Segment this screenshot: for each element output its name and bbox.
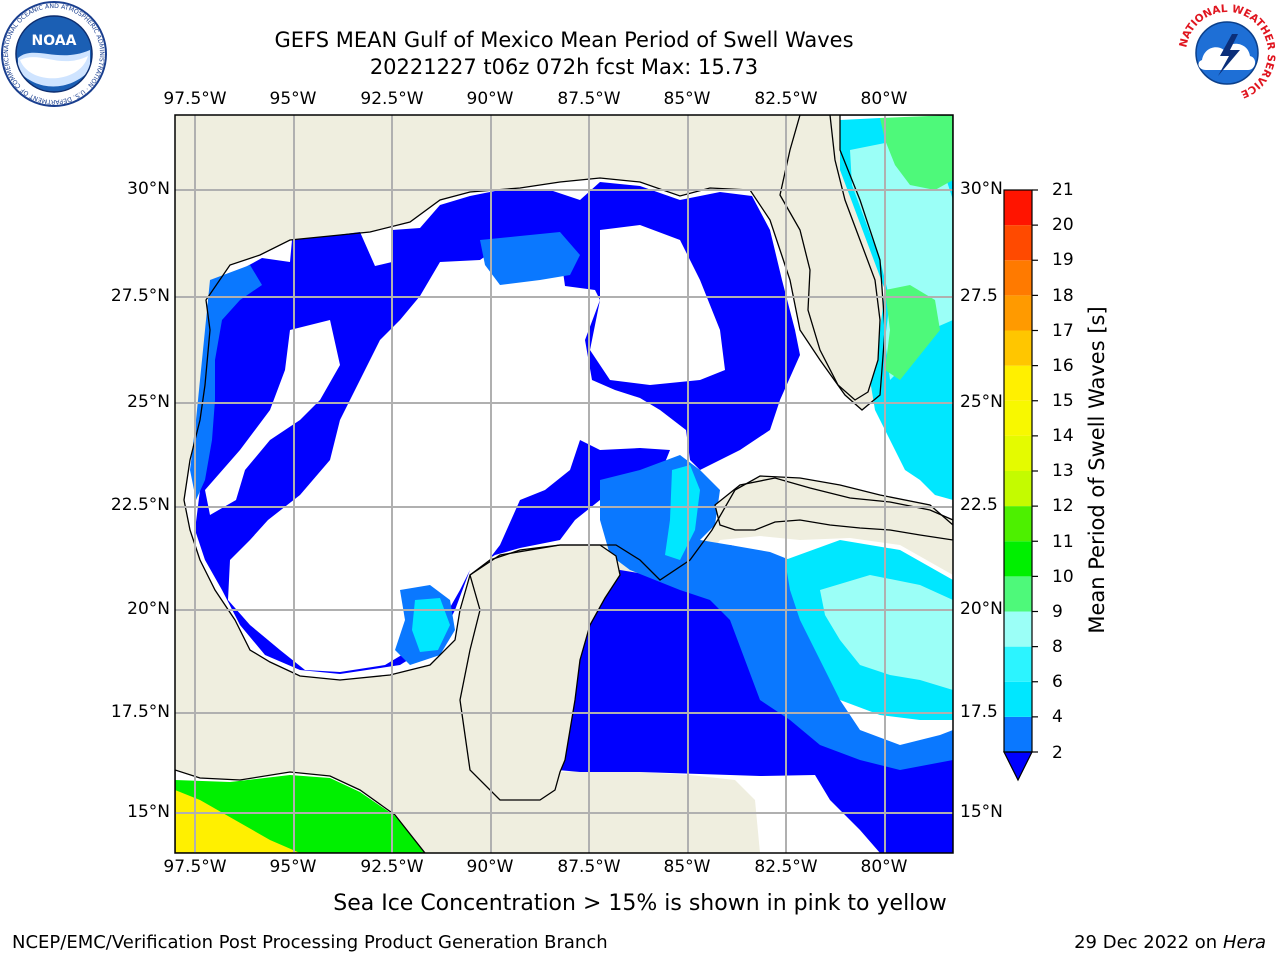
nws-logo: NATIONAL WEATHER SERVICE (1176, 2, 1278, 104)
footer-credit: NCEP/EMC/Verification Post Processing Pr… (12, 932, 608, 953)
colorbar-band (1004, 260, 1032, 296)
map-frame (174, 114, 954, 854)
colorbar-tick-label: 10 (1052, 567, 1074, 587)
colorbar-tick-label: 6 (1052, 672, 1063, 692)
colorbar-tick-label: 8 (1052, 637, 1063, 657)
lat-tick-label: 30°N (127, 179, 170, 199)
swell-green-atlantic-north (880, 115, 953, 190)
noaa-logo-text: NOAA (32, 33, 77, 49)
colorbar-band (1004, 611, 1032, 647)
colorbar-band (1004, 295, 1032, 331)
noaa-logo: NATIONAL OCEANIC AND ATMOSPHERIC ADMINIS… (1, 1, 107, 107)
colorbar-band (1004, 225, 1032, 261)
colorbar-tick-label: 20 (1052, 215, 1074, 235)
swell-green-atlantic-mid (885, 285, 940, 380)
lon-tick-label: 82.5°W (754, 89, 818, 109)
colorbar-tick-label: 13 (1052, 461, 1074, 481)
land-yucatan (459, 544, 621, 801)
colorbar-band (1004, 365, 1032, 401)
colorbar-tick-label: 14 (1052, 426, 1074, 446)
lon-tick-label: 95°W (269, 89, 317, 109)
lon-tick-label: 92.5°W (360, 857, 424, 877)
swell-mid-central (480, 232, 580, 285)
sea-ice-caption: Sea Ice Concentration > 15% is shown in … (333, 891, 947, 916)
swell-yellow-pacific (175, 790, 300, 853)
pacific-coastline (175, 769, 426, 853)
colorbar-band (1004, 506, 1032, 542)
lon-tick-label: 82.5°W (754, 857, 818, 877)
lat-tick-label: 30°N (960, 179, 1003, 199)
colorbar-band (1004, 190, 1032, 226)
swell-low-caribbean (558, 545, 953, 853)
lat-tick-label: 27.5°N (110, 286, 170, 306)
swell-nodata-patch (590, 225, 725, 385)
colorbar-band (1004, 471, 1032, 507)
lat-tick-label: 17.5 (960, 702, 998, 722)
lat-tick-label: 22.5 (960, 495, 998, 515)
chart-subtitle: 20221227 t06z 072h fcst Max: 15.73 (369, 55, 759, 79)
colorbar-band (1004, 646, 1032, 682)
chart-title: GEFS MEAN Gulf of Mexico Mean Period of … (274, 28, 854, 52)
colorbar-band (1004, 716, 1032, 752)
footer-date: 29 Dec 2022 on Hera (1074, 932, 1266, 953)
lat-tick-label: 20°N (127, 599, 170, 619)
colorbar-band (1004, 435, 1032, 471)
swell-nodata-patch (315, 585, 370, 630)
lon-tick-label: 97.5°W (163, 89, 227, 109)
footer-date-text: 29 Dec 2022 on (1074, 932, 1218, 953)
lon-tick-label: 87.5°W (557, 857, 621, 877)
colorbar-tick-label: 11 (1052, 532, 1074, 552)
lat-tick-label: 15°N (960, 802, 1003, 822)
colorbar-band (1004, 330, 1032, 366)
swell-nodata-patch (205, 320, 340, 515)
swell-cyan-yucatan-channel (665, 465, 700, 560)
gridlines (175, 115, 953, 853)
lon-tick-label: 90°W (466, 857, 514, 877)
colorbar-band (1004, 576, 1032, 612)
colorbar-tick-label: 2 (1052, 743, 1063, 763)
lon-tick-label: 80°W (860, 857, 908, 877)
lat-tick-label: 20°N (960, 599, 1003, 619)
colorbar-tick-label: 16 (1052, 356, 1074, 376)
land-cuba (714, 477, 953, 541)
lat-tick-label: 25°N (960, 392, 1003, 412)
swell-light-caribbean (820, 575, 953, 690)
colorbar-tick-label: 19 (1052, 250, 1074, 270)
colorbar-tick-label: 21 (1052, 180, 1074, 200)
footer-host: Hera (1222, 932, 1266, 953)
gulf-coastline (183, 115, 953, 681)
lat-tick-label: 27.5 (960, 286, 998, 306)
colorbar-band (1004, 681, 1032, 717)
lon-tick-label: 85°W (663, 857, 711, 877)
lon-tick-label: 95°W (269, 857, 317, 877)
swell-nodata-patch (440, 440, 580, 545)
lat-tick-label: 22.5°N (110, 495, 170, 515)
lat-tick-label: 17.5°N (110, 702, 170, 722)
lon-tick-label: 80°W (860, 89, 908, 109)
lon-tick-label: 97.5°W (163, 857, 227, 877)
colorbar-tick-label: 12 (1052, 496, 1074, 516)
colorbar-tick-label: 18 (1052, 286, 1074, 306)
colorbar-band (1004, 541, 1032, 577)
lat-tick-label: 25°N (127, 392, 170, 412)
colorbar-tick-label: 15 (1052, 391, 1074, 411)
land-florida (779, 115, 881, 401)
swell-cyan-campeche (412, 598, 450, 652)
lon-tick-label: 85°W (663, 89, 711, 109)
colorbar-tick-label: 17 (1052, 321, 1074, 341)
colorbar-band (1004, 400, 1032, 436)
swell-mid-west-coast (190, 265, 262, 500)
colorbar-tick-label: 4 (1052, 707, 1063, 727)
lon-tick-label: 90°W (466, 89, 514, 109)
lon-tick-label: 87.5°W (557, 89, 621, 109)
colorbar-label: Mean Period of Swell Waves [s] (1085, 306, 1109, 634)
lon-tick-label: 92.5°W (360, 89, 424, 109)
colorbar-extend-arrow (1003, 751, 1033, 782)
colorbar-tick-label: 9 (1052, 602, 1063, 622)
lat-tick-label: 15°N (127, 802, 170, 822)
